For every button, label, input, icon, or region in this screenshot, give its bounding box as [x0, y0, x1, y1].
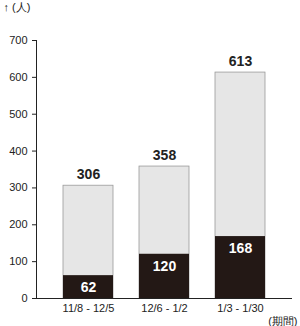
svg-text:11/8 - 12/5: 11/8 - 12/5 [63, 302, 115, 314]
svg-text:358: 358 [153, 147, 177, 163]
svg-text:400: 400 [9, 145, 27, 157]
svg-text:300: 300 [9, 181, 27, 193]
svg-text:200: 200 [9, 218, 27, 230]
svg-text:500: 500 [9, 108, 27, 120]
svg-text:↑ (人): ↑ (人) [4, 1, 31, 13]
svg-text:306: 306 [77, 166, 101, 182]
svg-text:1/3 - 1/30: 1/3 - 1/30 [217, 302, 263, 314]
svg-text:62: 62 [81, 279, 97, 295]
svg-text:168: 168 [229, 240, 253, 256]
svg-text:12/6 - 1/2: 12/6 - 1/2 [141, 302, 187, 314]
svg-text:700: 700 [9, 34, 27, 46]
svg-text:(期間): (期間) [268, 315, 297, 326]
svg-text:120: 120 [153, 258, 177, 274]
svg-text:100: 100 [9, 255, 27, 267]
svg-text:0: 0 [21, 292, 27, 304]
svg-text:600: 600 [9, 71, 27, 83]
svg-text:613: 613 [229, 53, 253, 69]
